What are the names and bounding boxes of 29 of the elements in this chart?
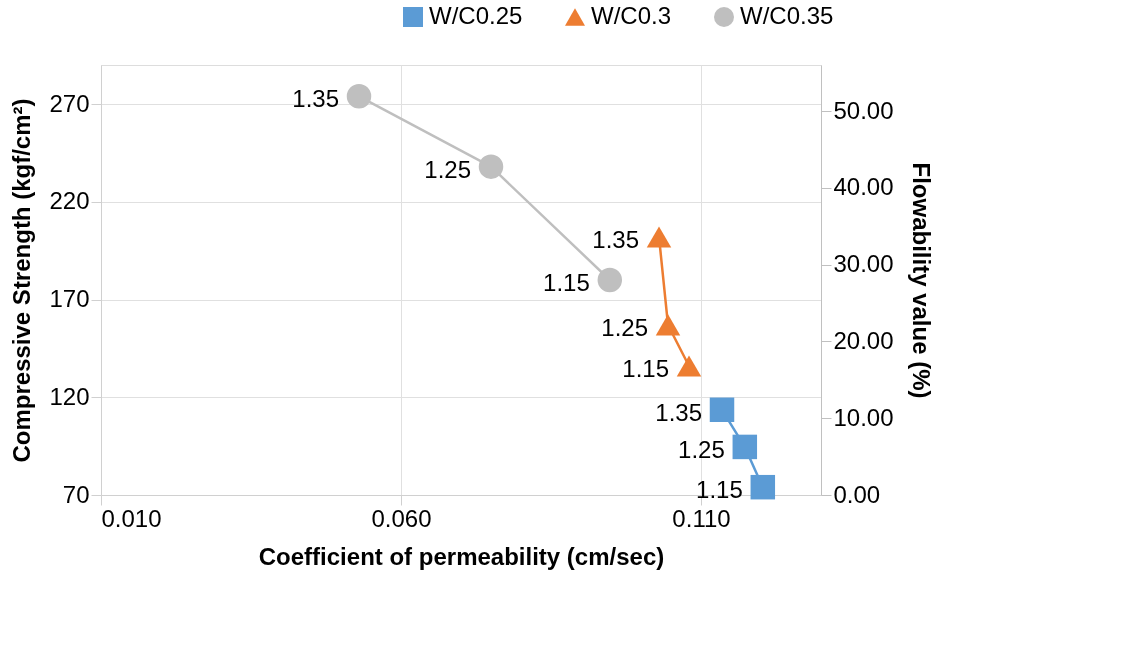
annotation: 1.35 [592,226,639,253]
annotation: 1.25 [678,435,725,463]
annotation: 1.15 [543,269,590,296]
legend-label: W/C0.25 [429,2,523,29]
annotation: 1.15 [696,476,743,504]
y2-tick-label: 20.00 [833,326,894,354]
y-tick-label: 270 [49,89,90,117]
y2-tick-label: 0.00 [833,480,881,508]
y-axis-title: Compressive Strength (kgf/cm²) [8,98,36,463]
y-tick-label: 70 [62,480,90,508]
annotation: 1.15 [622,355,669,382]
y2-tick-label: 30.00 [833,250,894,278]
y-tick-label: 220 [49,187,90,215]
annotation: 1.25 [424,155,471,183]
x-tick-label: 0.060 [371,504,432,532]
annotation: 1.35 [292,85,339,113]
y2-tick-label: 10.00 [833,403,894,431]
x-tick-label: 0.010 [101,504,162,532]
y-tick-label: 120 [49,382,90,410]
y-tick-label: 170 [49,285,90,313]
y2-tick-label: 40.00 [833,173,894,201]
legend-label: W/C0.3 [591,2,672,29]
x-axis-title: Coefficient of permeability (cm/sec) [258,542,665,570]
annotation: 1.25 [601,313,648,341]
annotation: 1.35 [655,398,702,426]
y2-axis-title: Flowability value (%) [907,162,935,399]
y2-tick-label: 50.00 [833,96,894,124]
legend-label: W/C0.35 [740,2,834,29]
x-tick-label: 0.110 [672,504,731,532]
